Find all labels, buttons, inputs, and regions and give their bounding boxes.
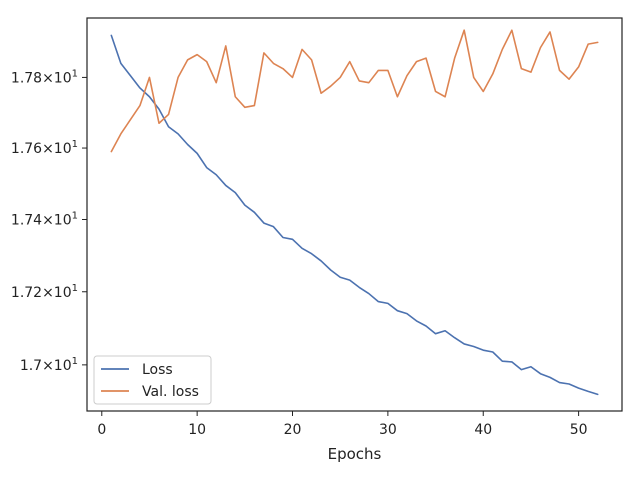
series-line-1 [110,34,599,396]
x-tick-label: 30 [379,422,397,438]
y-tick-label: 1.76×101 [11,139,78,157]
y-tick-exponent: 1 [72,283,78,294]
x-axis-ticks: 0 10 20 30 40 50 [97,411,588,438]
x-tick-label: 50 [570,422,588,438]
plot-area [87,18,622,411]
y-tick-base: ×10 [42,285,72,301]
y-tick-label: 1.72×101 [11,283,78,301]
legend-label-1: Loss [142,362,173,378]
y-tick-mantissa: 1.78 [11,70,42,86]
y-tick-exponent: 1 [72,68,78,79]
legend-box [93,355,212,405]
y-tick-mantissa: 1.7 [20,358,42,374]
legend: Loss Val. loss [93,355,212,405]
x-tick-label: 0 [97,422,106,438]
y-tick-base: ×10 [42,70,72,86]
y-tick-label: 1.7×101 [20,356,78,374]
series-line-2 [110,29,599,153]
x-tick-label: 20 [284,422,302,438]
x-tick-label: 10 [188,422,206,438]
x-tick-label: 40 [474,422,492,438]
y-tick-mantissa: 1.72 [11,285,42,301]
y-tick-base: ×10 [42,358,72,374]
y-tick-base: ×10 [42,141,72,157]
y-tick-mantissa: 1.76 [11,141,42,157]
plot-frame [86,17,623,412]
y-tick-label: 1.78×101 [11,68,78,86]
y-tick-exponent: 1 [72,210,78,221]
legend-label-2: Val. loss [142,384,199,400]
y-tick-label: 1.74×101 [11,210,78,228]
series-layer [110,29,599,396]
y-tick-mantissa: 1.74 [11,212,42,228]
x-axis-label: Epochs [328,445,382,463]
y-tick-exponent: 1 [72,139,78,150]
y-tick-exponent: 1 [72,356,78,367]
y-tick-base: ×10 [42,212,72,228]
